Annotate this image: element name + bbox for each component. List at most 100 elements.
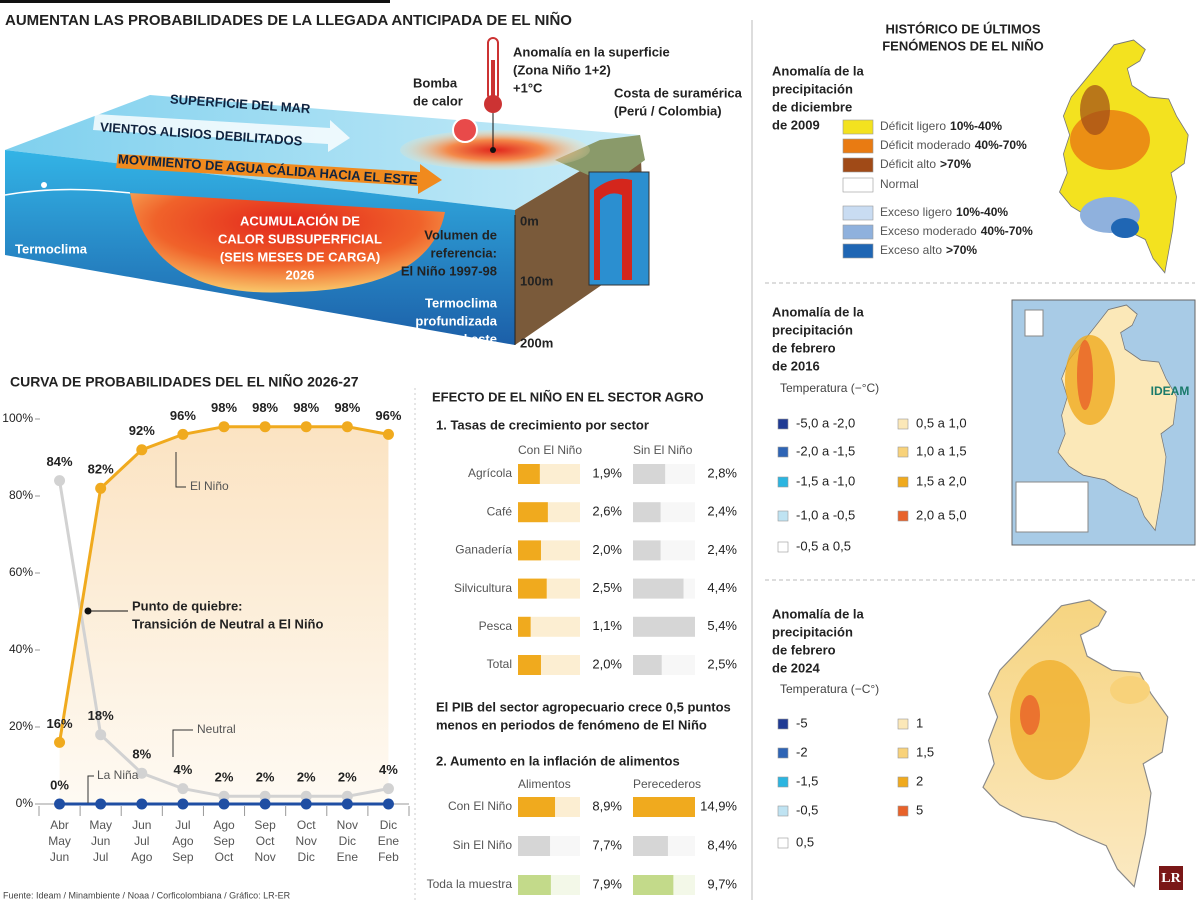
data-label: 2,4% [707,504,737,519]
point [95,798,107,810]
data-label: 2,4% [707,542,737,557]
label: El Niño 1997-98 [401,263,497,278]
legend-range: 10%-40% [950,119,1002,133]
label: en el este [438,331,497,346]
label: referencia: [431,245,497,260]
y-tick-label: 40% [9,642,33,656]
data-label: 2% [215,770,234,785]
thermometer-bulb [484,95,502,113]
label: ACUMULACIÓN DE [240,213,360,228]
point [218,421,230,433]
label: Termoclima [15,241,88,256]
legend-range: 40%-70% [981,224,1033,238]
note: menos en periodos de fenómeno de El Niño [436,717,707,732]
bar [633,836,668,856]
data-label: 7,9% [592,876,622,891]
label: profundizada [415,313,497,328]
map-title: de diciembre [772,99,852,114]
legend-label: Exceso ligero [880,205,952,219]
legend-range: >70% [940,157,971,171]
area [59,426,389,804]
note: El PIB del sector agropecuario crece 0,5… [436,699,731,714]
bar [518,578,547,599]
x-tick-label: Sep Oct Nov [254,818,276,864]
data-label: 18% [88,708,114,723]
pointer [172,729,193,757]
data-label: 4,4% [707,580,737,595]
legend-label: Déficit moderado [880,138,971,152]
data-label: 2% [297,770,316,785]
legend-label: 2,0 a 5,0 [916,507,967,522]
bar [518,540,541,561]
point [300,421,312,433]
section-title: EFECTO DE EL NIÑO EN EL SECTOR AGRO [432,389,704,404]
label: Bomba [413,75,458,90]
point [259,421,271,433]
legend-swatch [897,718,909,730]
point [259,798,271,810]
data-label: 98% [211,400,237,415]
x-tick-label: Dic Ene Feb [378,818,400,864]
legend-label: -1,5 [796,773,818,788]
label: (SEIS MESES DE CARGA) [220,249,380,264]
category-label: Pesca [479,619,513,633]
data-label: 96% [170,408,196,423]
section-title: FENÓMENOS DE EL NIÑO [882,38,1044,53]
legend-label: Déficit ligero [880,119,946,133]
point [382,798,394,810]
legend-swatch [897,418,909,430]
data-label: 98% [293,400,319,415]
data-label: 2% [338,770,357,785]
data-label: 2,8% [707,465,737,480]
map-2016 [1011,299,1196,546]
legend-label: 0,5 a 1,0 [916,415,967,430]
data-label: 1,9% [592,465,622,480]
map-title: de 2009 [772,117,820,132]
legend-label: 5 [916,802,923,817]
legend-swatch [777,476,789,488]
bar [518,616,531,637]
label: de calor [413,93,463,108]
data-label: 8,9% [592,798,622,813]
legend-swatch [842,224,874,240]
label: CALOR SUBSUPERFICIAL [218,231,382,246]
bar [518,502,548,523]
map-title: precipitación [772,624,853,639]
data-label: 4% [173,762,192,777]
map-title: Anomalía de la [772,304,865,319]
point [382,783,394,795]
legend-swatch [842,157,874,173]
bar [633,875,674,895]
data-label: 1,1% [592,618,622,633]
point [259,790,271,802]
label: (Perú / Colombia) [614,103,722,118]
chart-title: 2. Aumento en la inflación de alimentos [436,753,680,768]
data-label: 9,7% [707,876,737,891]
bar [633,655,662,675]
data-label: 8,4% [707,837,737,852]
legend-swatch [842,138,874,154]
data-label: 16% [47,716,73,731]
legend-label: 1,0 a 1,5 [916,443,967,458]
legend-label: -0,5 a 0,5 [796,538,851,553]
x-tick-label: Ago Sep Oct [213,818,235,864]
point [341,798,353,810]
map-title: precipitación [772,81,853,96]
point [95,729,107,741]
y-tick-label: 100% [2,411,33,425]
y-tick-label: 20% [9,719,33,733]
legend-label: 1,5 a 2,0 [916,473,967,488]
category-label: Sin El Niño [453,838,513,852]
point [136,767,148,779]
legend-label: -0,5 [796,802,818,817]
legend-swatch [897,510,909,522]
data-label: 4% [379,762,398,777]
category-label: Total [487,657,512,671]
x-tick-label: Abr May Jun [48,818,71,864]
category-label: Agrícola [468,466,512,480]
point [136,444,148,456]
label: Termoclima [425,295,498,310]
legend-range: >70% [946,243,977,257]
category-label: Con El Niño [448,799,512,813]
